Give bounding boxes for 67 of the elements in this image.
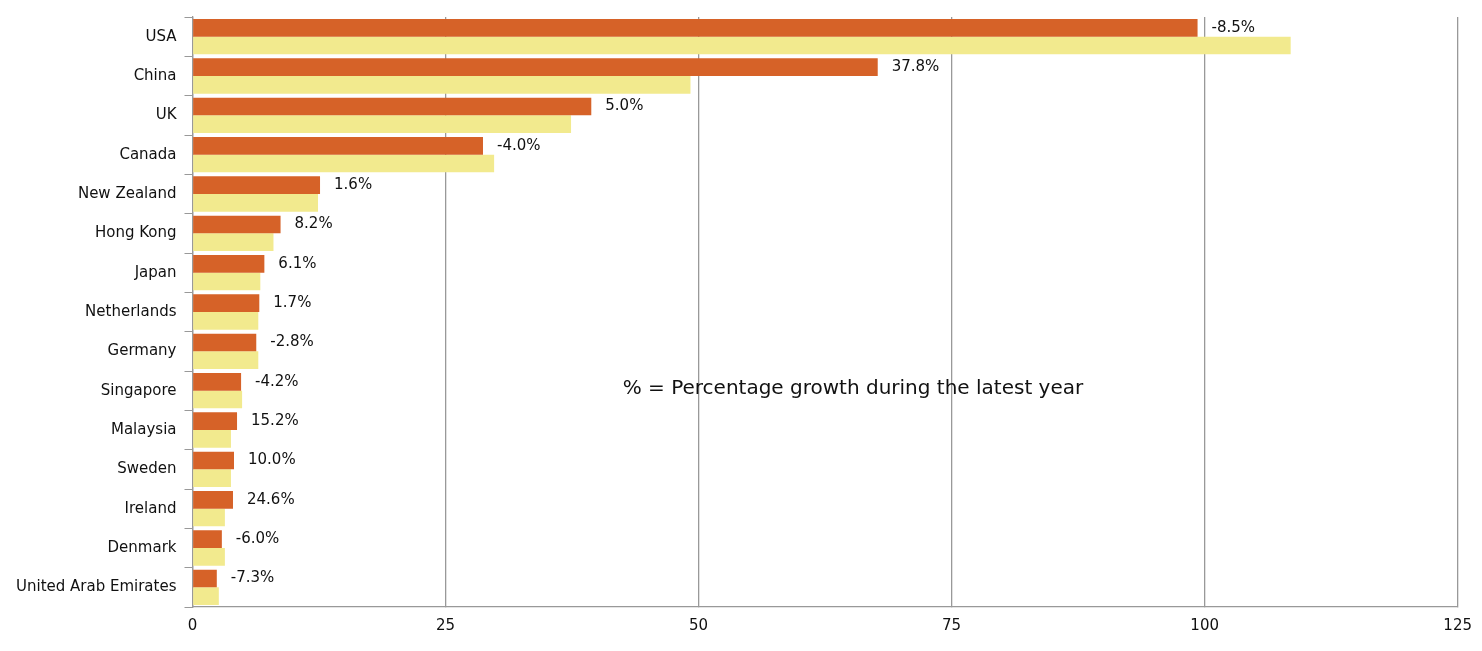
y-tick-label: Singapore [100,380,177,399]
annotation: -2.8% [270,332,314,351]
bar [193,254,265,273]
bar [193,272,261,291]
bar [193,58,878,76]
annotation: -6.0% [235,529,280,548]
bar [193,548,225,566]
y-tick-label: Sweden [117,459,177,478]
bar [193,390,243,409]
bar [193,530,222,548]
x-tick-label: 125 [1443,615,1473,634]
annotation: 6.1% [278,253,317,272]
bar [193,569,217,588]
x-tick-label: 0 [187,615,198,634]
bar [193,333,257,352]
annotation: -4.2% [255,371,299,390]
y-tick-label: Japan [133,262,177,281]
annotation: 15.2% [251,411,299,430]
y-tick-label: Netherlands [85,301,177,320]
annotation: -4.0% [496,135,541,154]
bar [193,194,319,212]
annotation: % = Percentage growth during the latest year [622,374,1084,399]
y-tick-label: USA [145,26,178,45]
y-tick-label: Ireland [124,498,177,517]
x-tick-label: 75 [942,615,962,634]
x-tick-label: 25 [435,615,456,634]
annotation: 5.0% [605,96,644,115]
annotation: -8.5% [1211,17,1256,36]
annotation: -7.3% [230,568,275,587]
bar [193,18,1198,37]
bar [193,451,234,470]
y-tick-label: Hong Kong [94,223,177,242]
annotation: 24.6% [246,489,295,508]
bar [193,587,219,606]
bar [193,469,231,488]
bar [193,97,592,116]
annotation: 1.6% [334,175,373,194]
y-tick-label: Malaysia [110,419,177,438]
bar [193,372,242,391]
y-tick-label: Canada [119,144,177,163]
bar [193,233,274,252]
y-tick-label: New Zealand [77,183,177,202]
bar [193,76,691,94]
y-tick-label: China [133,65,177,84]
bar [193,351,259,370]
bar [193,136,483,155]
y-tick-label: Germany [107,341,177,360]
bar [193,294,260,312]
y-tick-label: Denmark [107,537,177,556]
annotation: 1.7% [273,293,312,312]
bar [193,176,321,194]
bar [193,430,231,448]
annotation: 8.2% [294,214,333,233]
y-tick-label: United Arab Emirates [15,577,177,596]
y-tick-label: UK [155,105,178,124]
bar [193,508,225,527]
annotation: 10.0% [248,450,296,469]
bar [193,312,259,330]
bar [193,412,238,430]
bar [193,154,495,173]
bar [193,115,572,134]
annotation: 37.8% [891,57,940,76]
bar [193,490,233,509]
x-tick-label: 100 [1190,615,1219,634]
bar [193,215,281,234]
bar [193,36,1291,55]
x-tick-label: 50 [689,615,709,634]
